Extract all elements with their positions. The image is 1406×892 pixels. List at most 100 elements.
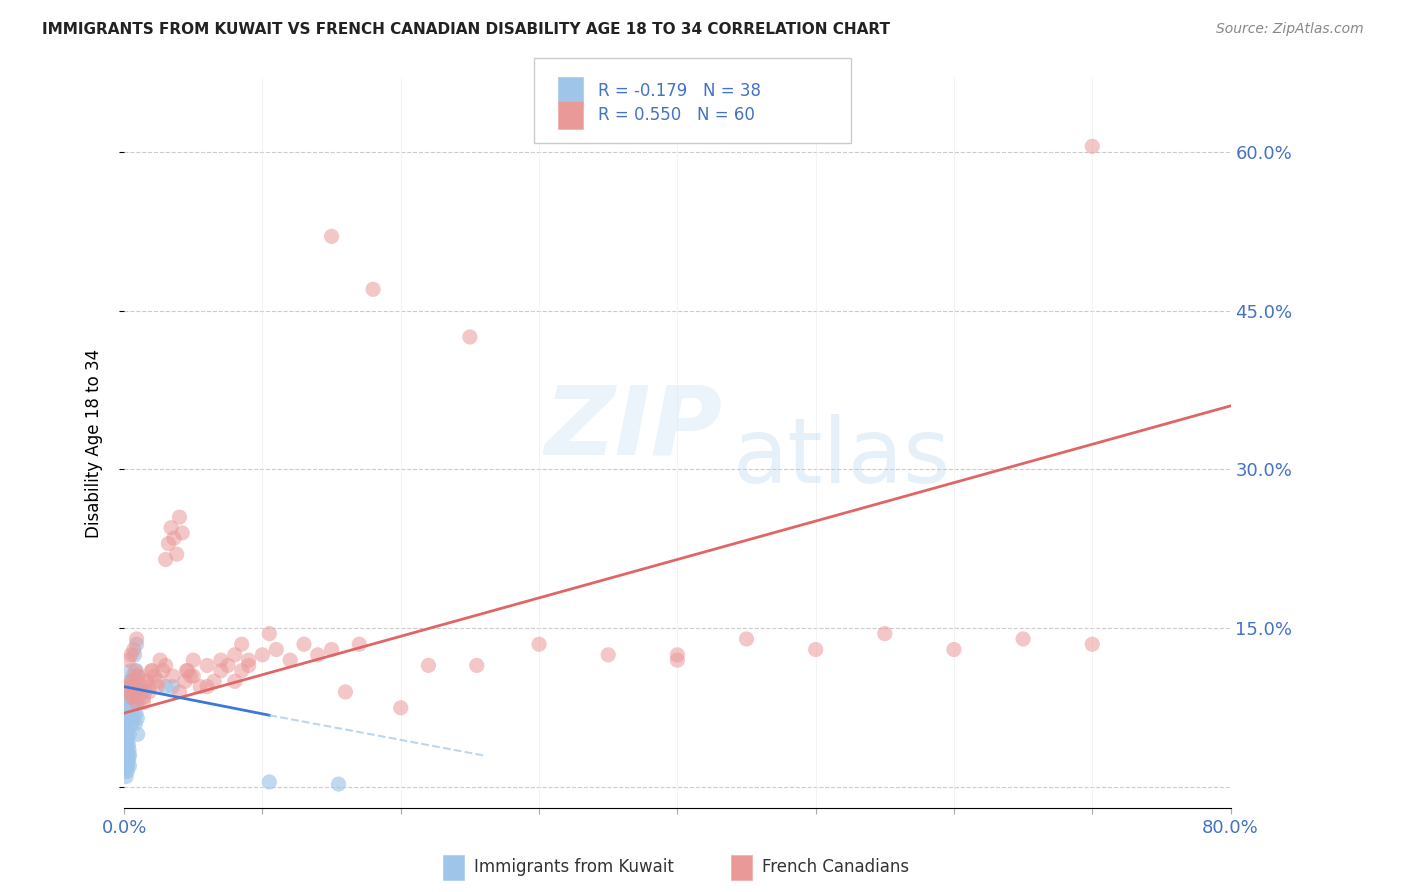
- Text: Source: ZipAtlas.com: Source: ZipAtlas.com: [1216, 22, 1364, 37]
- Point: [335, 685, 357, 699]
- Point: [157, 536, 180, 550]
- Point: [169, 510, 191, 524]
- Point: [143, 669, 166, 683]
- Point: [176, 664, 198, 678]
- Point: [122, 685, 145, 699]
- Point: [181, 669, 204, 683]
- Point: [264, 642, 287, 657]
- Point: [169, 685, 191, 699]
- Text: R = 0.550   N = 60: R = 0.550 N = 60: [598, 106, 755, 124]
- Point: [231, 637, 253, 651]
- Point: [124, 716, 146, 731]
- Point: [120, 648, 142, 662]
- Point: [127, 669, 149, 683]
- Point: [124, 648, 146, 662]
- Point: [122, 696, 145, 710]
- Point: [149, 653, 172, 667]
- Point: [117, 700, 139, 714]
- Point: [155, 658, 177, 673]
- Point: [118, 674, 141, 689]
- Point: [458, 330, 481, 344]
- Point: [118, 711, 141, 725]
- Point: [120, 696, 142, 710]
- Point: [238, 658, 260, 673]
- Point: [125, 664, 148, 678]
- Point: [115, 743, 138, 757]
- Point: [121, 700, 143, 714]
- Point: [202, 674, 225, 689]
- Point: [125, 637, 148, 651]
- Point: [217, 658, 239, 673]
- Point: [115, 727, 138, 741]
- Point: [135, 674, 157, 689]
- Text: atlas: atlas: [733, 414, 950, 501]
- Point: [162, 680, 184, 694]
- Point: [121, 696, 143, 710]
- Point: [181, 653, 204, 667]
- Point: [148, 674, 170, 689]
- Point: [117, 711, 139, 725]
- Point: [125, 706, 148, 720]
- Point: [117, 738, 139, 752]
- Point: [120, 690, 142, 705]
- Point: [117, 754, 139, 768]
- Point: [118, 727, 141, 741]
- Point: [292, 637, 315, 651]
- Point: [121, 680, 143, 694]
- Point: [124, 685, 146, 699]
- Point: [163, 531, 186, 545]
- Point: [114, 754, 136, 768]
- Point: [127, 696, 149, 710]
- Point: [389, 700, 412, 714]
- Point: [134, 685, 156, 699]
- Point: [120, 706, 142, 720]
- Point: [328, 777, 350, 791]
- Point: [209, 653, 232, 667]
- Point: [124, 664, 146, 678]
- Point: [117, 732, 139, 747]
- Point: [117, 748, 139, 763]
- Point: [125, 696, 148, 710]
- Text: French Canadians: French Canadians: [762, 858, 910, 876]
- Text: Immigrants from Kuwait: Immigrants from Kuwait: [474, 858, 673, 876]
- Point: [177, 664, 200, 678]
- Point: [195, 680, 218, 694]
- Point: [114, 738, 136, 752]
- Point: [155, 680, 177, 694]
- Point: [118, 759, 141, 773]
- Point: [115, 738, 138, 752]
- Point: [121, 669, 143, 683]
- Point: [118, 685, 141, 699]
- Point: [117, 748, 139, 763]
- Point: [117, 754, 139, 768]
- Point: [321, 642, 343, 657]
- Point: [115, 748, 138, 763]
- Point: [122, 680, 145, 694]
- Point: [115, 754, 138, 768]
- Point: [127, 711, 149, 725]
- Point: [666, 653, 689, 667]
- Point: [231, 664, 253, 678]
- Point: [125, 685, 148, 699]
- Point: [141, 664, 163, 678]
- Point: [224, 648, 246, 662]
- Text: ZIP: ZIP: [544, 382, 723, 475]
- Point: [129, 685, 152, 699]
- Y-axis label: Disability Age 18 to 34: Disability Age 18 to 34: [86, 349, 103, 538]
- Point: [132, 696, 155, 710]
- Point: [598, 648, 620, 662]
- Point: [115, 759, 138, 773]
- Point: [209, 664, 232, 678]
- Point: [115, 722, 138, 736]
- Point: [804, 642, 827, 657]
- Point: [118, 743, 141, 757]
- Point: [114, 764, 136, 779]
- Point: [117, 680, 139, 694]
- Point: [117, 653, 139, 667]
- Point: [259, 775, 281, 789]
- Text: R = -0.179   N = 38: R = -0.179 N = 38: [598, 82, 761, 100]
- Point: [141, 664, 163, 678]
- Point: [135, 674, 157, 689]
- Point: [118, 748, 141, 763]
- Point: [122, 642, 145, 657]
